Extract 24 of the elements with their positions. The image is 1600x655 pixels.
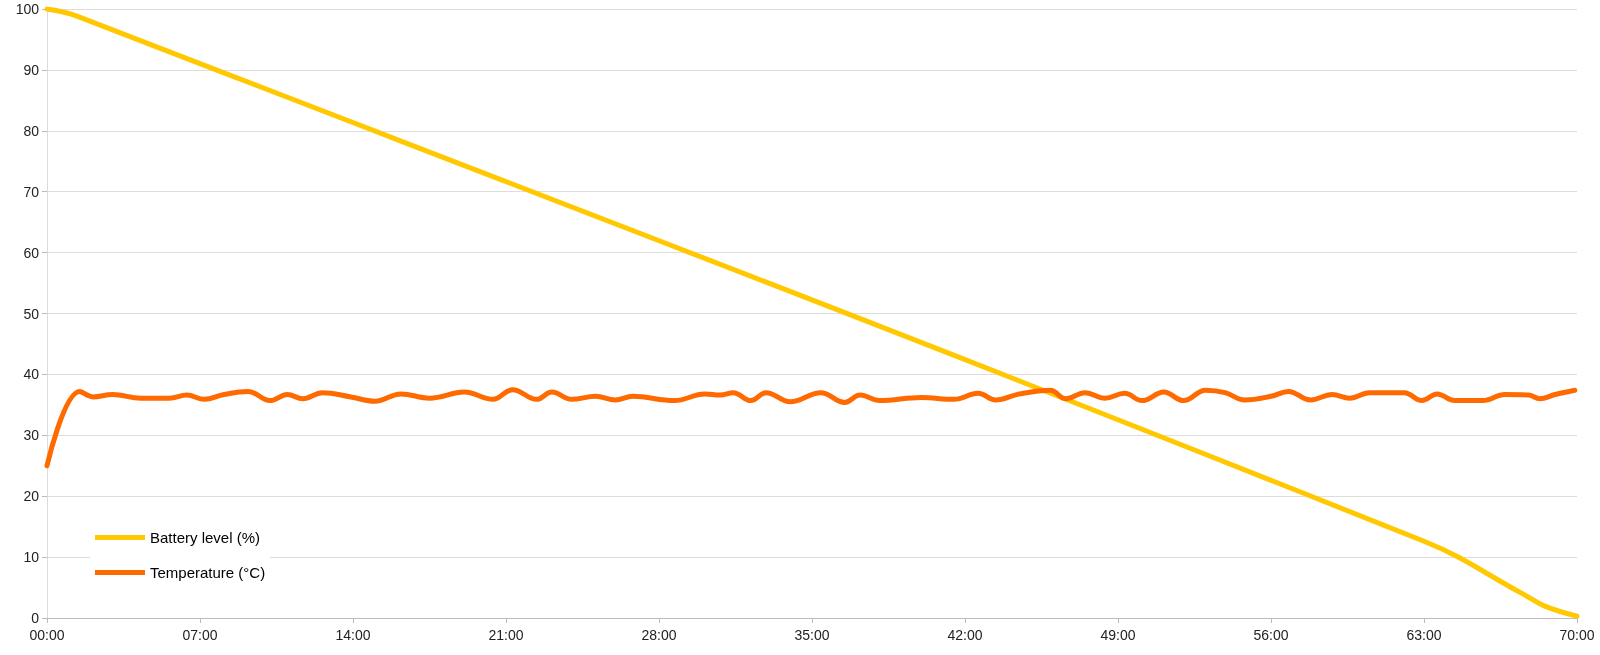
y-tick-label: 80 xyxy=(23,122,40,139)
y-tick-label: 70 xyxy=(23,183,40,200)
x-tick-label: 35:00 xyxy=(794,627,830,643)
legend-label: Temperature (°C) xyxy=(150,564,266,581)
y-tick-label: 50 xyxy=(23,305,40,322)
y-tick-label: 30 xyxy=(23,427,40,444)
x-tick-label: 14:00 xyxy=(335,627,371,643)
x-tick-label: 07:00 xyxy=(182,627,218,643)
y-tick-label: 100 xyxy=(15,1,40,17)
y-tick-label: 10 xyxy=(23,549,40,566)
x-tick-label: 42:00 xyxy=(947,627,983,643)
x-tick-label: 56:00 xyxy=(1253,627,1289,643)
legend-label: Battery level (%) xyxy=(150,529,261,546)
y-tick-label: 0 xyxy=(31,610,40,626)
x-tick-label: 63:00 xyxy=(1406,627,1442,643)
x-tick-label: 28:00 xyxy=(641,627,677,643)
x-tick-label: 49:00 xyxy=(1100,627,1136,643)
x-tick-label: 00:00 xyxy=(29,627,65,643)
x-tick-label: 70:00 xyxy=(1559,627,1595,643)
y-tick-label: 90 xyxy=(23,61,40,78)
y-tick-label: 40 xyxy=(23,366,40,383)
y-tick-label: 20 xyxy=(23,488,40,505)
y-tick-label: 60 xyxy=(23,244,40,261)
x-tick-label: 21:00 xyxy=(488,627,524,643)
